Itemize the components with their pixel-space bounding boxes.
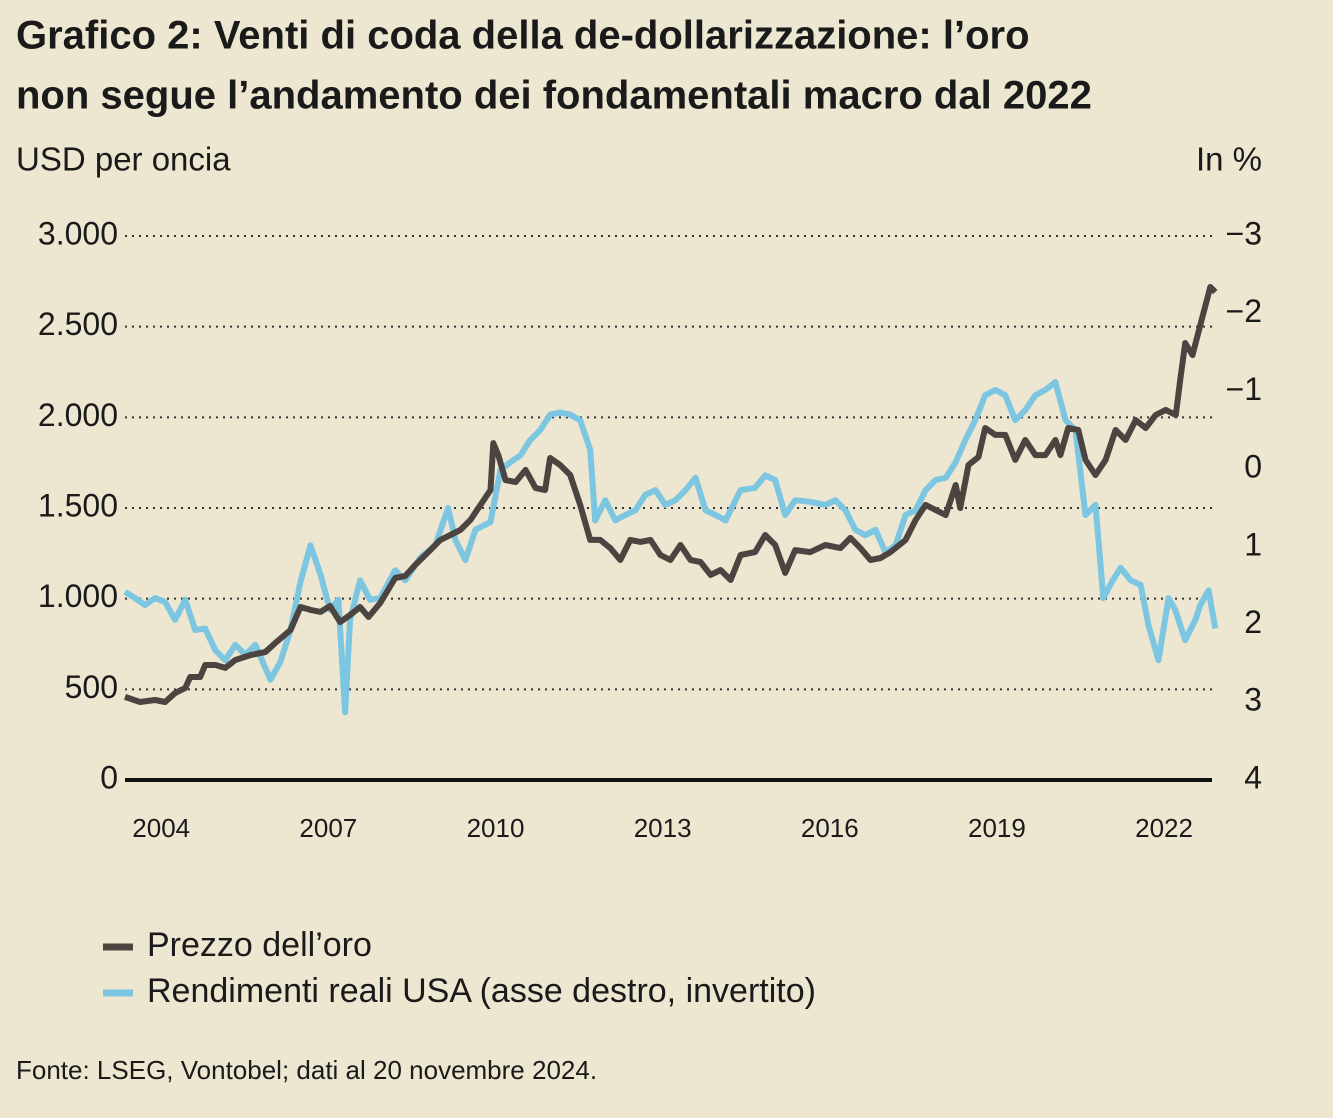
chart-title: Grafico 2: Venti di coda della de-dollar… — [16, 14, 1030, 58]
y-tick-label: 1.000 — [38, 578, 118, 614]
y-axis-label: USD per oncia — [16, 141, 231, 178]
x-tick-label: 2019 — [968, 813, 1026, 843]
y-tick-label: 1.500 — [38, 487, 118, 523]
legend-label: Rendimenti reali USA (asse destro, inver… — [147, 972, 816, 1010]
y-tick-label: 3.000 — [38, 215, 118, 251]
y2-axis-label: In % — [1196, 141, 1262, 178]
source-note: Fonte: LSEG, Vontobel; dati al 20 novemb… — [16, 1055, 597, 1085]
y2-tick-label: −1 — [1226, 371, 1262, 407]
y-tick-label: 2.500 — [38, 306, 118, 342]
legend-label: Prezzo dell’oro — [147, 926, 372, 964]
y2-tick-label: 2 — [1244, 604, 1262, 640]
y2-tick-label: 3 — [1244, 682, 1262, 718]
y-tick-label: 0 — [100, 759, 118, 795]
y-tick-label: 2.000 — [38, 397, 118, 433]
chart-title: non segue l’andamento dei fondamentali m… — [16, 74, 1092, 118]
y2-tick-label: 1 — [1244, 526, 1262, 562]
y2-tick-label: 4 — [1244, 759, 1262, 795]
x-tick-label: 2013 — [634, 813, 692, 843]
x-tick-label: 2010 — [467, 813, 525, 843]
x-tick-label: 2004 — [132, 813, 190, 843]
y2-tick-label: −3 — [1226, 215, 1262, 251]
x-tick-label: 2022 — [1135, 813, 1193, 843]
y-tick-label: 500 — [65, 669, 118, 705]
y2-tick-label: 0 — [1244, 449, 1262, 485]
series-line — [124, 284, 1218, 705]
series-line — [123, 379, 1219, 716]
y2-tick-label: −2 — [1226, 293, 1262, 329]
x-tick-label: 2007 — [299, 813, 357, 843]
x-tick-label: 2016 — [801, 813, 859, 843]
